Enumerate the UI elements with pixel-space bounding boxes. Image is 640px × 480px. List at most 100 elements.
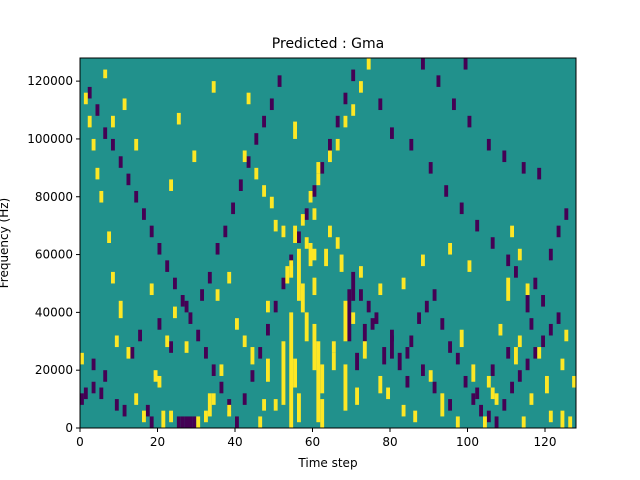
heatmap-cell-low: [188, 312, 193, 324]
heatmap-cell-low: [269, 98, 274, 111]
heatmap-cell-high: [331, 341, 336, 353]
y-tick-label: 0: [65, 421, 73, 435]
heatmap-cell-high: [351, 312, 356, 324]
heatmap-cell-high: [343, 300, 348, 342]
heatmap-cell-high: [192, 150, 197, 163]
heatmap-cell-high: [324, 248, 329, 267]
heatmap-cell-high: [169, 410, 174, 423]
heatmap-cell-high: [378, 375, 383, 394]
heatmap-cell-high: [486, 375, 491, 388]
heatmap-cell-low: [525, 295, 530, 313]
heatmap-cell-low: [134, 190, 139, 203]
heatmap-cell-low: [188, 416, 193, 428]
heatmap-cell-low: [277, 75, 282, 87]
y-tick-label: 60000: [35, 248, 73, 262]
x-tick-label: 20: [150, 435, 165, 449]
heatmap-cell-high: [525, 283, 530, 296]
chart-title: Predicted : Gma: [272, 36, 384, 52]
heatmap-cell-high: [366, 58, 371, 70]
heatmap-cell-low: [455, 352, 460, 365]
y-tick-label: 80000: [35, 190, 73, 204]
heatmap-cell-low: [231, 202, 236, 215]
heatmap-cell-high: [142, 410, 146, 423]
heatmap-cell-high: [304, 312, 309, 342]
heatmap-cell-high: [196, 416, 201, 428]
heatmap-cell-low: [548, 323, 553, 336]
y-tick-label: 100000: [27, 132, 73, 146]
heatmap-cell-high: [506, 277, 511, 301]
heatmap-cell-high: [285, 266, 290, 284]
heatmap-cell-high: [564, 329, 569, 342]
heatmap-cell-high: [297, 248, 301, 301]
heatmap-cell-low: [475, 387, 480, 400]
heatmap-cell-high: [351, 104, 356, 116]
heatmap-cell-low: [204, 347, 208, 359]
y-tick-label: 120000: [27, 74, 73, 88]
heatmap-cell-high: [293, 358, 298, 388]
heatmap-cell-high: [568, 416, 573, 428]
heatmap-cell-high: [250, 347, 255, 365]
heatmap-cell-low: [494, 416, 499, 428]
heatmap-cell-low: [448, 399, 453, 411]
heatmap-cell-high: [281, 341, 286, 405]
heatmap-cell-high: [421, 254, 425, 267]
heatmap-cell-low: [432, 289, 437, 301]
heatmap-cell-low: [486, 410, 491, 423]
heatmap-cell-high: [83, 92, 88, 105]
heatmap-cell-high: [459, 329, 464, 348]
heatmap-cell-high: [335, 237, 340, 249]
heatmap-cell-low: [258, 347, 263, 359]
heatmap-cell-high: [401, 277, 406, 290]
heatmap-cell-high: [262, 399, 267, 411]
heatmap-cell-high: [293, 225, 298, 243]
heatmap-cell-low: [405, 347, 410, 359]
heatmap-cell-low: [83, 387, 88, 400]
heatmap-cell-low: [556, 225, 561, 238]
heatmap-cell-high: [111, 115, 115, 128]
heatmap-cell-high: [343, 115, 348, 128]
x-axis-ticks: 0 20 40 60 80 100 120: [76, 428, 556, 449]
heatmap-cell-low: [130, 347, 135, 359]
heatmap-cell-low: [149, 416, 154, 428]
heatmap-cell-low: [390, 335, 394, 359]
heatmap-cell-high: [328, 150, 332, 163]
heatmap-cell-low: [328, 138, 332, 151]
heatmap-cell-high: [273, 399, 278, 411]
heatmap-cell-high: [153, 370, 158, 382]
heatmap-cell-low: [184, 300, 189, 313]
x-tick-label: 80: [382, 435, 397, 449]
heatmap-cell-low: [490, 237, 495, 249]
heatmap-cell-low: [417, 312, 422, 324]
heatmap-cell-low: [320, 162, 325, 174]
heatmap-cell-low: [250, 370, 255, 382]
heatmap-cell-high: [207, 393, 212, 417]
heatmap-cell-low: [169, 341, 174, 353]
y-tick-label: 20000: [35, 363, 73, 377]
heatmap-cell-low: [444, 185, 449, 197]
heatmap-cell-high: [428, 370, 433, 382]
heatmap-cell-low: [564, 208, 569, 220]
heatmap-cell-low: [103, 127, 108, 139]
heatmap-cell-high: [126, 347, 131, 359]
heatmap-cell-high: [242, 335, 247, 348]
heatmap-cell-high: [401, 404, 406, 417]
heatmap-cell-high: [300, 214, 305, 226]
heatmap-cell-low: [459, 202, 464, 215]
heatmap-cell-high: [537, 347, 542, 359]
heatmap-cell-low: [541, 295, 546, 307]
heatmap-cell-high: [413, 410, 418, 423]
x-axis-label: Time step: [297, 456, 357, 470]
heatmap-cell-low: [529, 318, 534, 330]
heatmap-cell-high: [517, 248, 522, 261]
heatmap-cell-low: [421, 364, 425, 376]
heatmap-cell-low: [533, 347, 538, 359]
heatmap-cell-low: [114, 399, 119, 411]
heatmap-cell-low: [223, 225, 228, 238]
heatmap-cell-high: [304, 237, 309, 249]
heatmap-cell-low: [486, 138, 491, 151]
heatmap-cell-high: [560, 358, 565, 371]
heatmap-cell-high: [211, 81, 216, 93]
heatmap-cell-high: [300, 283, 305, 313]
heatmap-cell-high: [359, 81, 363, 93]
y-axis-label: Frequency (Hz): [0, 198, 11, 289]
